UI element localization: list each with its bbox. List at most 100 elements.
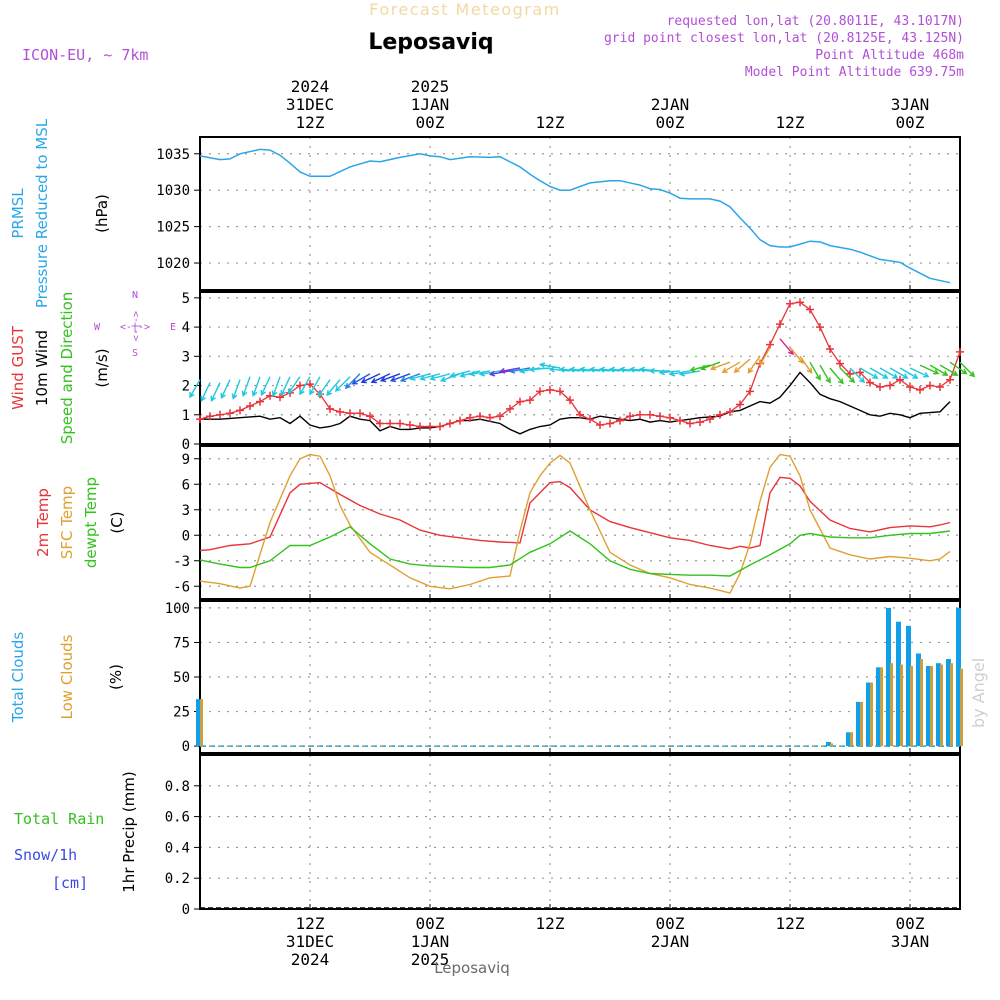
gust-marker bbox=[346, 409, 354, 418]
wind-vector bbox=[419, 373, 441, 381]
wind-vector bbox=[949, 361, 968, 375]
top-time-label: 12Z bbox=[536, 113, 565, 132]
gust-marker bbox=[716, 410, 724, 419]
low-cloud-bar bbox=[200, 699, 203, 747]
wind-vector bbox=[399, 373, 421, 383]
panel-labels: PRMSL Pressure Reduced to MSL (hPa) Wind GU… bbox=[9, 118, 138, 892]
temperature-panel-label: SFC Temp bbox=[58, 486, 76, 559]
gust-marker bbox=[786, 299, 794, 308]
wind-vector bbox=[409, 373, 431, 381]
gust-marker bbox=[196, 415, 204, 424]
wind-vector bbox=[299, 376, 311, 396]
header-grid-point: grid point closest lon,lat (20.8125E, 43… bbox=[604, 31, 964, 46]
gust-marker bbox=[846, 369, 854, 378]
gust-marker bbox=[206, 412, 214, 421]
gust-marker bbox=[696, 418, 704, 427]
total-cloud-bar bbox=[956, 607, 961, 747]
temperature-ytick-label: 6 bbox=[182, 477, 190, 493]
gust-marker bbox=[836, 359, 844, 368]
gust-marker bbox=[486, 413, 494, 422]
wind-vector bbox=[879, 367, 899, 379]
header-point-altitude: Point Altitude 468m bbox=[815, 48, 964, 63]
wind-vector bbox=[648, 367, 670, 374]
wind-vector bbox=[578, 366, 601, 373]
wind-frame bbox=[199, 291, 961, 445]
dewpoint-line bbox=[199, 525, 951, 577]
low-cloud-bar bbox=[960, 668, 963, 747]
gust-marker bbox=[656, 412, 664, 421]
wind-vector bbox=[317, 379, 331, 398]
wind-vector bbox=[919, 364, 940, 375]
gust-marker bbox=[566, 396, 574, 405]
wind-vector bbox=[699, 361, 721, 371]
pressure-ytick-label: 1035 bbox=[156, 147, 190, 163]
wind-vector bbox=[241, 376, 251, 397]
compass-north: N bbox=[132, 290, 138, 301]
wind-ytick-label: 4 bbox=[182, 320, 190, 336]
wind-vector bbox=[588, 366, 611, 373]
wind-panel-label: Speed and Direction bbox=[58, 292, 76, 445]
low-cloud-bar bbox=[870, 682, 873, 747]
wind-vector bbox=[668, 370, 691, 377]
gust-marker bbox=[936, 383, 944, 391]
gust-marker bbox=[726, 407, 734, 416]
total-cloud-bar bbox=[916, 653, 921, 747]
wind-vector bbox=[528, 366, 551, 373]
clouds-ytick-label: 75 bbox=[173, 635, 190, 651]
wind-vector bbox=[548, 366, 571, 373]
wind-vector bbox=[859, 367, 879, 379]
gust-marker bbox=[516, 397, 524, 406]
watermark: by Angel bbox=[969, 658, 988, 728]
footer-location: Leposaviq bbox=[434, 959, 510, 977]
wind-vector bbox=[689, 364, 711, 373]
wind-vector bbox=[628, 366, 651, 373]
wind-vector bbox=[929, 364, 949, 376]
wind-vector bbox=[678, 370, 701, 377]
wind-vector bbox=[334, 376, 351, 392]
wind-panel-label: (m/s) bbox=[93, 348, 111, 387]
gust-marker bbox=[386, 419, 394, 428]
wind-vector bbox=[568, 366, 591, 373]
top-time-label: 2025 bbox=[411, 77, 450, 96]
total-cloud-bar bbox=[896, 621, 901, 747]
gust-marker bbox=[416, 422, 424, 431]
clouds-ytick-label: 50 bbox=[173, 670, 190, 686]
gust-marker bbox=[956, 347, 964, 356]
wind-vector bbox=[220, 379, 231, 400]
wind-ytick-label: 0 bbox=[182, 437, 190, 453]
gust-marker bbox=[616, 416, 624, 425]
total-cloud-bar bbox=[906, 625, 911, 747]
gust-marker bbox=[856, 368, 864, 377]
wind-vector bbox=[309, 376, 321, 396]
wind-vector bbox=[558, 366, 581, 373]
wind-panel-label: 10m Wind bbox=[33, 330, 51, 406]
wind-vector bbox=[478, 370, 501, 377]
gust-marker bbox=[536, 387, 544, 396]
precip-axis-label: 1hr Precip (mm) bbox=[120, 771, 138, 892]
wind-panel-label: Wind GUST bbox=[9, 325, 27, 410]
top-time-label: 2JAN bbox=[651, 95, 690, 114]
gust-marker bbox=[366, 412, 374, 421]
gust-marker bbox=[256, 397, 264, 406]
wind-vector bbox=[210, 382, 221, 402]
temperature-frame bbox=[199, 445, 961, 600]
wind-vector bbox=[839, 367, 856, 384]
gust-marker bbox=[636, 410, 644, 419]
gust-marker bbox=[906, 383, 914, 391]
precip-label-snow: Snow/1h bbox=[14, 846, 77, 864]
clouds-ytick-label: 100 bbox=[165, 601, 190, 617]
compass-horizontal-arrows: <-|-> bbox=[120, 322, 150, 333]
compass-east: E bbox=[170, 322, 176, 333]
gust-marker bbox=[676, 416, 684, 425]
precip-ytick-label: 0.6 bbox=[165, 810, 190, 826]
gust-marker bbox=[776, 320, 784, 329]
wind-vector bbox=[959, 361, 976, 378]
gust-marker bbox=[826, 345, 834, 353]
gust-marker bbox=[886, 381, 894, 390]
temperature-panel-label: (C) bbox=[108, 511, 126, 533]
wind-vector bbox=[189, 379, 201, 399]
temperature-panel-label: 2m Temp bbox=[34, 488, 52, 557]
